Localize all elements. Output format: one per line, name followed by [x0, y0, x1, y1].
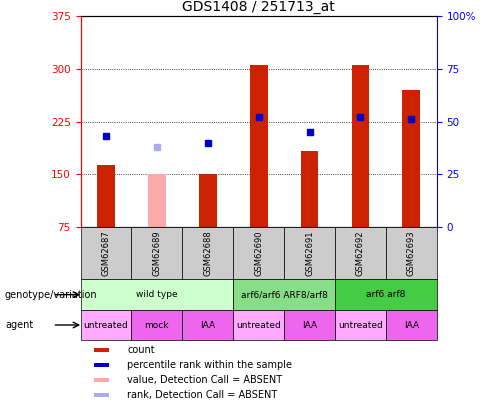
Bar	[183, 310, 233, 340]
Bar	[95, 363, 109, 367]
Bar	[386, 310, 437, 340]
Bar	[386, 227, 437, 279]
Bar	[95, 393, 109, 396]
Bar	[183, 227, 233, 279]
Text: GSM62690: GSM62690	[254, 230, 263, 276]
Text: wild type: wild type	[136, 290, 178, 299]
Bar	[335, 279, 437, 310]
Text: IAA: IAA	[302, 320, 317, 330]
Bar	[81, 310, 131, 340]
Bar	[95, 348, 109, 352]
Bar	[233, 310, 284, 340]
Text: IAA: IAA	[200, 320, 215, 330]
Bar	[131, 310, 183, 340]
Bar	[148, 174, 166, 227]
Bar	[403, 90, 420, 227]
Bar	[233, 227, 284, 279]
Text: GSM62692: GSM62692	[356, 230, 365, 276]
Text: untreated: untreated	[236, 320, 281, 330]
Bar	[81, 227, 131, 279]
Text: GSM62687: GSM62687	[102, 230, 110, 276]
Bar	[81, 279, 233, 310]
Text: arf6/arf6 ARF8/arf8: arf6/arf6 ARF8/arf8	[241, 290, 327, 299]
Title: GDS1408 / 251713_at: GDS1408 / 251713_at	[182, 0, 335, 14]
Text: untreated: untreated	[338, 320, 383, 330]
Bar	[301, 151, 319, 227]
Text: mock: mock	[144, 320, 169, 330]
Bar	[199, 174, 217, 227]
Bar	[335, 310, 386, 340]
Bar	[131, 227, 183, 279]
Text: GSM62688: GSM62688	[203, 230, 212, 276]
Text: percentile rank within the sample: percentile rank within the sample	[127, 360, 292, 370]
Text: arf6 arf8: arf6 arf8	[366, 290, 406, 299]
Text: GSM62693: GSM62693	[407, 230, 416, 276]
Bar	[250, 65, 267, 227]
Text: untreated: untreated	[83, 320, 128, 330]
Bar	[233, 279, 335, 310]
Text: value, Detection Call = ABSENT: value, Detection Call = ABSENT	[127, 375, 283, 385]
Text: rank, Detection Call = ABSENT: rank, Detection Call = ABSENT	[127, 390, 278, 400]
Bar	[284, 310, 335, 340]
Bar	[335, 227, 386, 279]
Text: genotype/variation: genotype/variation	[5, 290, 98, 300]
Bar	[95, 378, 109, 382]
Bar	[351, 65, 369, 227]
Text: GSM62689: GSM62689	[152, 230, 162, 276]
Text: IAA: IAA	[404, 320, 419, 330]
Bar	[284, 227, 335, 279]
Text: agent: agent	[5, 320, 33, 330]
Bar	[97, 165, 115, 227]
Text: count: count	[127, 345, 155, 355]
Text: GSM62691: GSM62691	[305, 230, 314, 276]
